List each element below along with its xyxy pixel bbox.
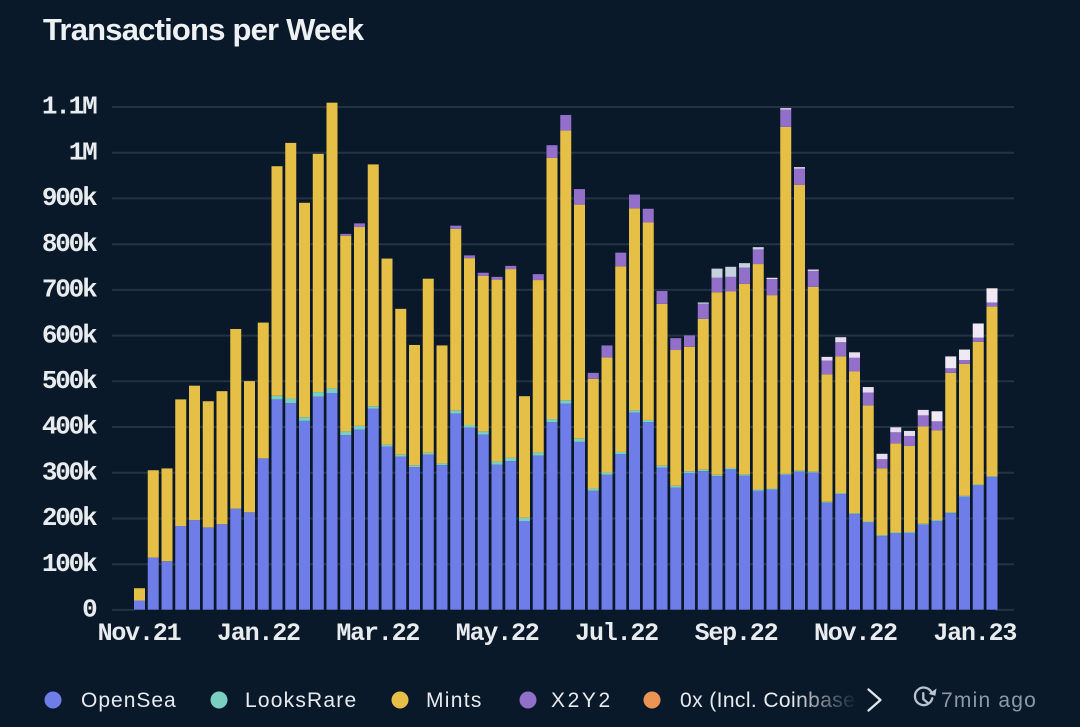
svg-text:900k: 900k — [42, 183, 97, 213]
svg-text:OpenSea: OpenSea — [81, 689, 177, 712]
svg-text:800k: 800k — [42, 229, 97, 259]
svg-text:1M: 1M — [69, 137, 97, 167]
svg-text:0: 0 — [82, 595, 97, 625]
svg-text:300k: 300k — [42, 458, 97, 488]
svg-text:Mar.22: Mar.22 — [336, 619, 419, 648]
svg-text:1.1M: 1.1M — [42, 92, 97, 122]
svg-text:0x (Incl. Coinbase): 0x (Incl. Coinbase) — [680, 689, 863, 712]
svg-text:7min ago: 7min ago — [941, 689, 1037, 712]
svg-text:Jan.22: Jan.22 — [217, 619, 300, 648]
svg-text:Jan.23: Jan.23 — [933, 619, 1016, 648]
svg-text:Nov.21: Nov.21 — [98, 619, 181, 648]
svg-text:600k: 600k — [42, 320, 97, 350]
svg-text:400k: 400k — [42, 412, 97, 442]
svg-text:100k: 100k — [42, 549, 97, 579]
svg-text:Mints: Mints — [426, 689, 483, 712]
svg-text:LooksRare: LooksRare — [245, 689, 357, 712]
svg-text:X2Y2: X2Y2 — [551, 689, 613, 712]
svg-text:200k: 200k — [42, 503, 97, 533]
svg-text:May.22: May.22 — [456, 619, 539, 648]
svg-text:700k: 700k — [42, 275, 97, 305]
svg-text:Nov.22: Nov.22 — [814, 619, 897, 648]
svg-text:500k: 500k — [42, 366, 97, 396]
svg-text:Sep.22: Sep.22 — [695, 619, 778, 648]
svg-text:Jul.22: Jul.22 — [575, 619, 658, 648]
